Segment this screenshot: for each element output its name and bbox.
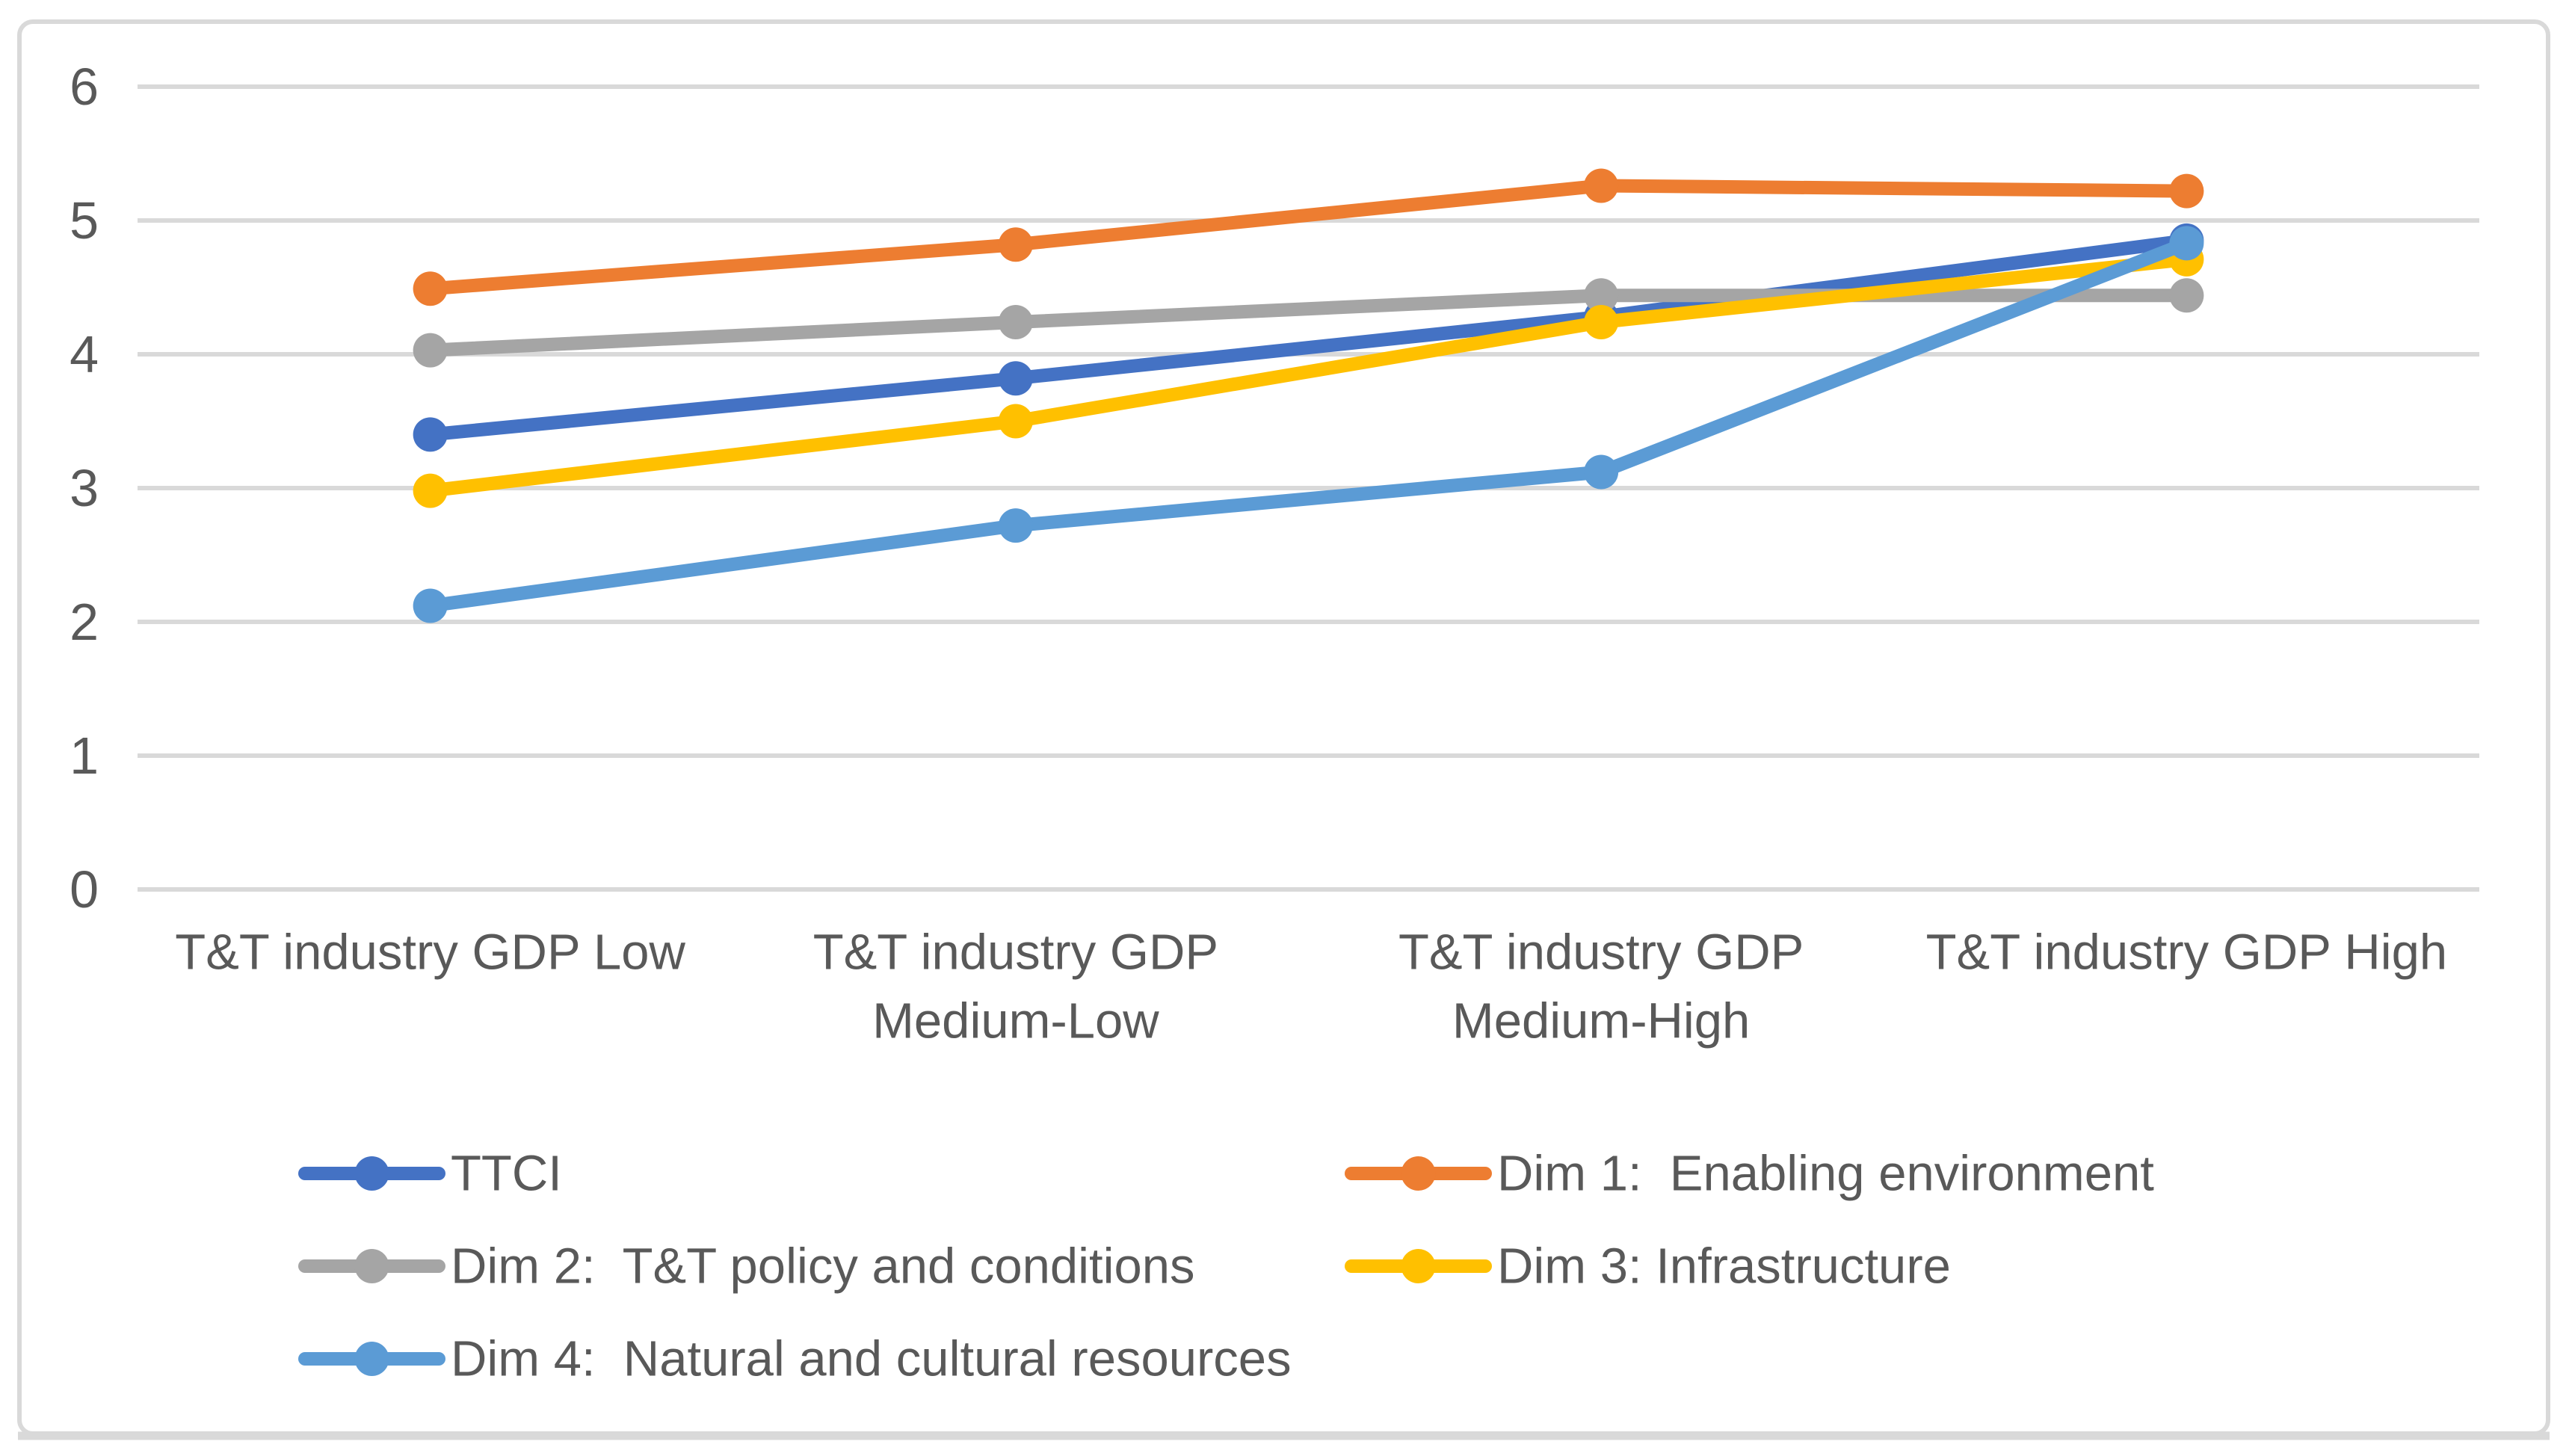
legend-marker-icon	[1401, 1156, 1436, 1191]
x-category-label-4: T&T industry GDP High	[1926, 925, 2448, 981]
data-point-s3-c2	[998, 305, 1033, 340]
x-axis-category-labels: T&T industry GDP Low T&T industry GDP Medi…	[175, 925, 2447, 1049]
legend-label: TTCI	[451, 1146, 562, 1202]
data-point-s3-c1	[413, 333, 448, 368]
series-group	[413, 168, 2204, 623]
x-category-label-2: T&T industry GDP Medium-Low	[813, 925, 1218, 1049]
x-category-label-1: T&T industry GDP Low	[175, 925, 685, 981]
legend: TTCI Dim 2: T&T policy and conditions Dim …	[298, 1146, 2154, 1387]
legend-marker-icon	[354, 1342, 389, 1376]
data-point-s4-c1	[413, 473, 448, 508]
legend-item-3: Dim 2: T&T policy and conditions	[298, 1238, 1195, 1295]
series-line-4	[423, 252, 2194, 498]
data-point-s2-c1	[413, 271, 448, 306]
legend-label: Dim 2: T&T policy and conditions	[451, 1238, 1195, 1295]
y-tick-label-6: 6	[70, 58, 99, 116]
legend-item-1: TTCI	[298, 1146, 562, 1202]
data-point-s5-c3	[1584, 454, 1619, 490]
data-point-s4-c3	[1584, 305, 1619, 340]
data-point-s2-c2	[998, 227, 1033, 262]
legend-item-4: Dim 3: Infrastructure	[1345, 1238, 1951, 1295]
data-point-s5-c2	[998, 508, 1033, 543]
data-point-s2-c4	[2169, 173, 2204, 209]
y-tick-label-2: 2	[70, 593, 99, 651]
y-tick-label-3: 3	[70, 459, 99, 517]
y-tick-label-4: 4	[70, 325, 99, 383]
legend-item-5: Dim 4: Natural and cultural resources	[298, 1331, 1292, 1387]
legend-item-2: Dim 1: Enabling environment	[1345, 1146, 2154, 1202]
data-point-s4-c2	[998, 404, 1033, 439]
series-line-2	[423, 179, 2194, 296]
data-point-s1-c1	[413, 417, 448, 452]
data-point-s1-c2	[998, 361, 1033, 396]
series-2	[413, 168, 2204, 306]
series-line-5	[423, 236, 2194, 613]
y-axis-tick-labels: 0 1 2 3 4 5 6	[70, 58, 99, 919]
y-tick-label-0: 0	[70, 860, 99, 919]
data-point-s3-c4	[2169, 278, 2204, 313]
legend-marker-icon	[354, 1156, 389, 1191]
legend-marker-icon	[1401, 1249, 1436, 1283]
data-point-s5-c1	[413, 588, 448, 623]
legend-label: Dim 1: Enabling environment	[1497, 1146, 2154, 1202]
legend-label: Dim 3: Infrastructure	[1497, 1238, 1951, 1295]
data-point-s3-c3	[1584, 278, 1619, 313]
series-5	[413, 226, 2204, 623]
y-tick-label-5: 5	[70, 191, 99, 250]
x-category-label-3: T&T industry GDP Medium-High	[1398, 925, 1804, 1049]
data-point-s5-c4	[2169, 226, 2204, 261]
y-tick-label-1: 1	[70, 727, 99, 785]
legend-marker-icon	[354, 1249, 389, 1283]
series-line-1	[423, 233, 2194, 442]
data-point-s2-c3	[1584, 168, 1619, 203]
legend-label: Dim 4: Natural and cultural resources	[451, 1331, 1292, 1387]
